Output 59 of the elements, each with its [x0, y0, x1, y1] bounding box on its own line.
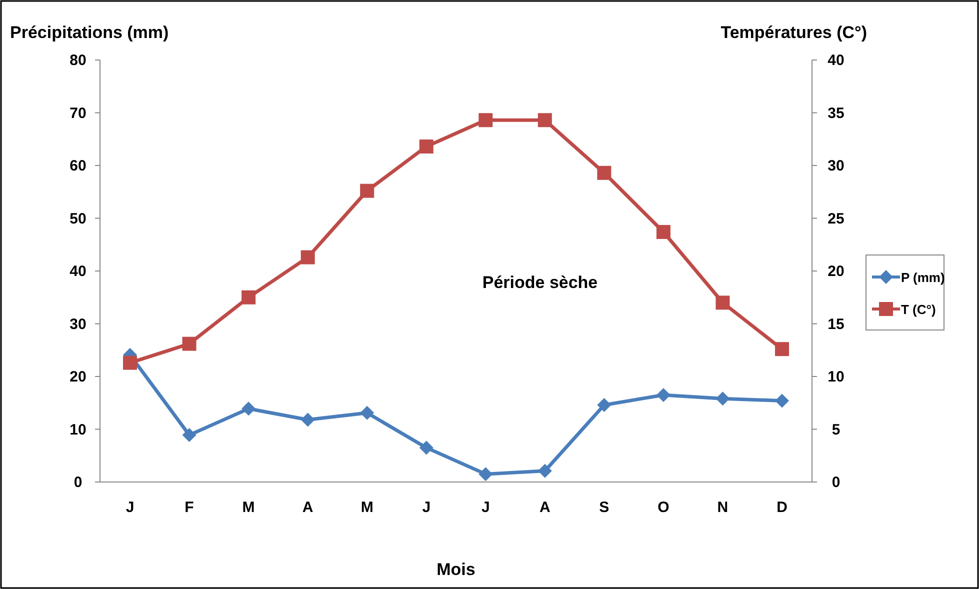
- point: [300, 250, 315, 264]
- y-tick-label: 20: [70, 368, 86, 386]
- x-axis-title: Mois: [436, 560, 476, 579]
- y-tick-label: 0: [74, 474, 82, 491]
- y-tick-label: 50: [70, 210, 86, 228]
- point: [419, 440, 434, 455]
- x-tick-label: S: [599, 499, 610, 516]
- point: [360, 184, 374, 198]
- legend-label: T (C°): [901, 302, 936, 317]
- y-tick-label: 70: [70, 104, 86, 122]
- x-tick-label: J: [422, 499, 431, 516]
- annotation: Période sèche: [482, 273, 598, 292]
- point: [597, 166, 612, 180]
- x-tick-label: M: [360, 499, 374, 516]
- y2-tick-label: 5: [832, 421, 840, 438]
- y2-tick-label: 10: [828, 368, 844, 386]
- point: [716, 392, 730, 406]
- point: [716, 296, 730, 310]
- x-tick-label: J: [126, 499, 134, 516]
- point: [775, 342, 789, 356]
- point: [242, 402, 256, 416]
- point: [478, 113, 493, 128]
- point: [597, 398, 612, 412]
- y-tick-label: 60: [70, 158, 86, 174]
- x-tick-label: J: [481, 499, 490, 516]
- point: [182, 336, 196, 351]
- x-tick-label: F: [184, 499, 194, 516]
- point: [538, 464, 552, 478]
- x-tick-label: D: [776, 499, 788, 516]
- y-tick-label: 40: [70, 263, 86, 280]
- point: [538, 113, 552, 128]
- y2-tick-label: 30: [828, 158, 844, 174]
- legend-label: P (mm): [901, 270, 945, 285]
- x-tick-label: O: [658, 499, 670, 516]
- point: [656, 224, 670, 239]
- y-tick-label: 10: [70, 421, 86, 438]
- point: [242, 290, 256, 304]
- y2-tick-label: 25: [828, 210, 844, 228]
- point: [478, 467, 493, 482]
- y-tick-label: 30: [70, 316, 86, 333]
- point: [123, 356, 137, 370]
- y2-tick-label: 20: [828, 263, 844, 280]
- point: [656, 388, 670, 402]
- x-tick-label: A: [539, 499, 550, 516]
- y2-tick-label: 0: [832, 474, 840, 491]
- point: [182, 428, 196, 442]
- point: [300, 412, 315, 427]
- x-tick-label: N: [717, 499, 728, 516]
- point: [419, 140, 434, 154]
- y-axis-title: Précipitations (mm): [10, 23, 169, 42]
- point: [775, 394, 789, 408]
- x-tick-label: A: [302, 499, 314, 516]
- y2-tick-label: 35: [828, 104, 844, 122]
- y2-tick-label: 15: [828, 316, 844, 333]
- point: [360, 406, 374, 420]
- y2-axis-title: Températures (C°): [720, 23, 867, 42]
- y-tick-label: 80: [70, 52, 86, 69]
- y2-tick-label: 40: [828, 52, 844, 69]
- x-tick-label: M: [242, 499, 255, 516]
